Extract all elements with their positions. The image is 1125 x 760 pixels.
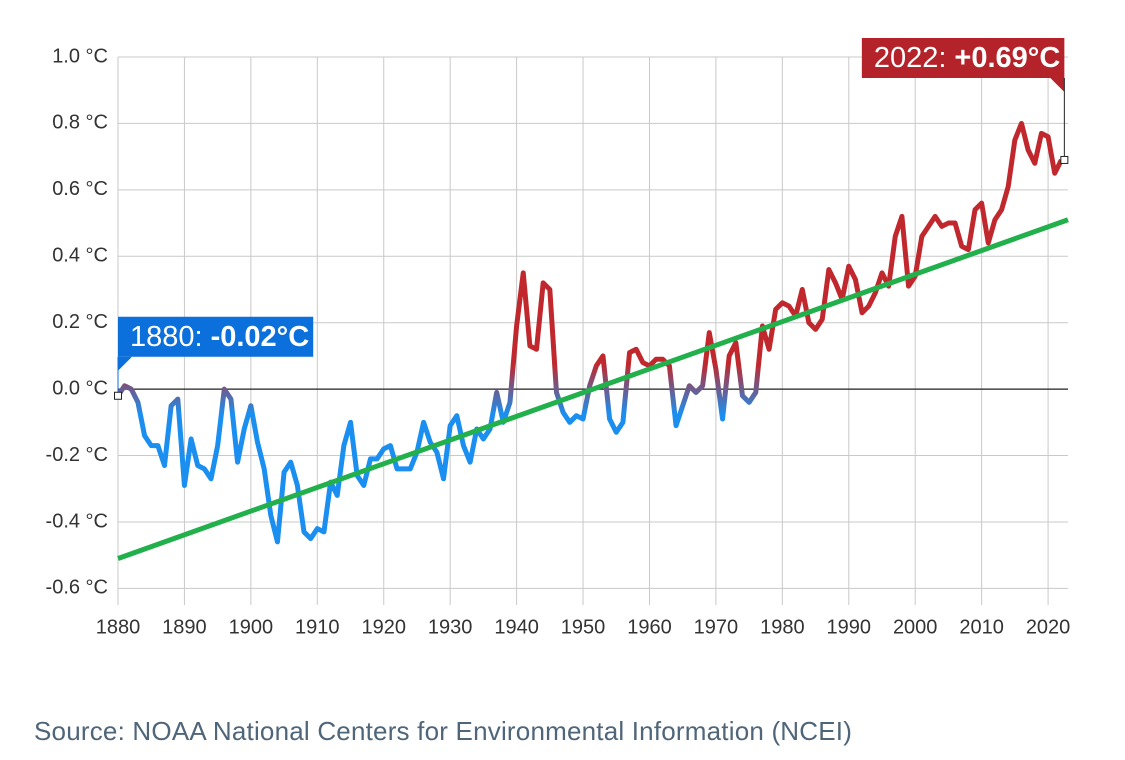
trend-line <box>117 217 1069 561</box>
x-tick-label: 1980 <box>760 616 805 638</box>
chart: -0.6 °C -0.4 °C -0.2 °C 0.0 °C 0.2 °C 0.4 °C 0… <box>46 38 1071 638</box>
y-tick-label: 1.0 °C <box>52 45 108 67</box>
x-tick-label: 1900 <box>229 616 274 638</box>
y-tick-label: -0.2 °C <box>46 444 108 466</box>
y-tick-label: 0.6 °C <box>52 178 108 200</box>
y-tick-label: 0.2 °C <box>52 311 108 333</box>
y-tick-label: -0.6 °C <box>46 577 108 599</box>
y-tick-label: 0.8 °C <box>52 112 108 134</box>
annotation-value: +0.69°C <box>954 42 1060 74</box>
source-note: Source: NOAA National Centers for Enviro… <box>34 716 853 746</box>
annotation-value: -0.02°C <box>211 320 310 352</box>
annotation-text: 1880: -0.02°C <box>130 320 309 352</box>
annotation: 2022: +0.69°C <box>861 38 1069 164</box>
annotation-marker <box>1060 155 1069 164</box>
x-tick-label: 1940 <box>494 616 539 638</box>
x-tick-label: 1950 <box>561 616 606 638</box>
annotation-pointer <box>1050 78 1065 92</box>
annotation-text: 2022: +0.69°C <box>874 42 1061 74</box>
x-tick-label: 1930 <box>428 616 473 638</box>
x-tick-label: 1960 <box>627 616 672 638</box>
x-tick-label: 1910 <box>295 616 340 638</box>
y-tick-label: 0.0 °C <box>52 377 108 399</box>
y-tick-label: -0.4 °C <box>46 510 108 532</box>
annotation-box <box>118 316 314 357</box>
x-tick-label: 2010 <box>959 616 1004 638</box>
x-tick-label: 1880 <box>96 616 141 638</box>
annotation: 1880: -0.02°C <box>114 316 314 400</box>
annotation-year: 2022: <box>874 42 947 74</box>
annotation-marker <box>114 391 122 400</box>
x-tick-label: 1920 <box>361 616 406 638</box>
x-tick-label: 2020 <box>1026 616 1071 638</box>
annotation-box <box>861 38 1065 78</box>
temperature-line <box>115 120 1064 545</box>
y-tick-label: 0.4 °C <box>52 245 108 267</box>
x-tick-label: 1890 <box>162 616 207 638</box>
x-tick-label: 1990 <box>827 616 872 638</box>
annotation-pointer <box>118 356 132 371</box>
x-tick-label: 1970 <box>694 616 739 638</box>
x-tick-label: 2000 <box>893 616 938 638</box>
annotation-year: 1880: <box>130 320 203 352</box>
